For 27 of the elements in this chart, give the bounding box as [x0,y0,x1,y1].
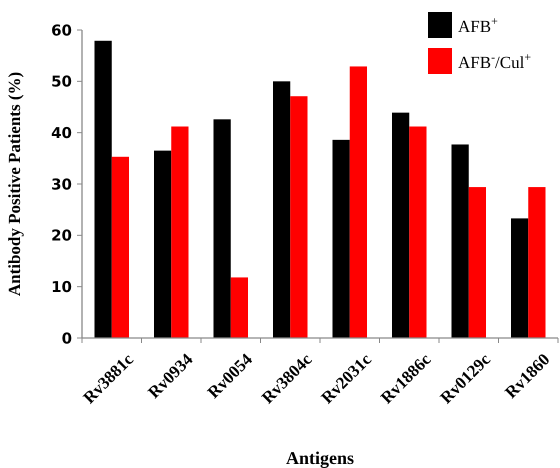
bar [451,144,469,338]
x-axis-title: Antigens [286,448,354,468]
y-tick-label: 10 [51,278,72,296]
bar [290,96,308,338]
bar [510,218,528,338]
y-tick-label: 50 [51,72,72,91]
y-tick-label: 0 [62,329,72,348]
bar [332,140,350,338]
bar [409,126,427,338]
bar [230,277,248,338]
bar [392,112,410,338]
legend-label: AFB$^{+}$ [458,14,498,36]
bar [112,156,130,338]
bar [171,126,189,338]
bar [528,187,546,338]
y-tick-label: 30 [51,175,72,194]
y-tick-label: 20 [51,226,72,245]
y-tick-label: 60 [51,21,72,40]
bar [272,81,290,338]
bar [468,187,486,338]
legend-label: AFB$^{-}$/Cul$^{+}$ [458,50,532,72]
bar [94,40,112,338]
bar [213,119,231,338]
y-axis-title: Antibody Positive Patients (%) [5,72,24,296]
bar [350,66,368,338]
bar [154,150,172,338]
y-tick-label: 40 [51,124,72,142]
